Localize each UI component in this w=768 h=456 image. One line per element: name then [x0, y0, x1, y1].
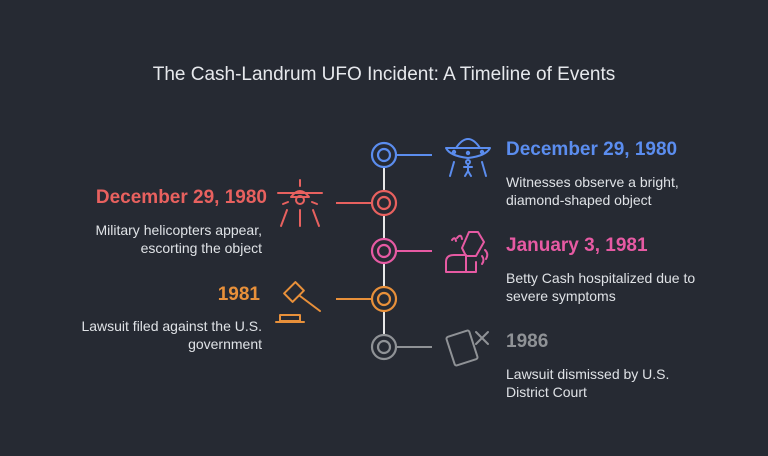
event-4-date: 1981 — [217, 284, 260, 305]
event-3-date: January 3, 1981 — [506, 235, 648, 256]
event-5-description: Lawsuit dismissed by U.S. District Court — [506, 366, 670, 400]
event-5-date: 1986 — [506, 331, 549, 352]
timeline-node-5 — [370, 333, 398, 361]
event-2-date: December 29, 1980 — [95, 187, 267, 208]
timeline-node-3 — [370, 237, 398, 265]
timeline-node-2 — [370, 189, 398, 217]
event-1-description: Witnesses observe a bright, diamond-shap… — [506, 174, 679, 208]
event-2-description: Military helicopters appear, escorting t… — [95, 222, 262, 256]
timeline-node-4 — [370, 285, 398, 313]
timeline-node-1 — [370, 141, 398, 169]
event-1-date: December 29, 1980 — [506, 139, 678, 160]
helicopter-icon — [277, 179, 323, 227]
dismissed-icon — [445, 329, 489, 367]
event-4-description: Lawsuit filed against the U.S. governmen… — [81, 318, 262, 352]
gavel-icon — [275, 281, 321, 323]
event-3-description: Betty Cash hospitalized due to severe sy… — [506, 270, 696, 304]
page-title: The Cash-Landrum UFO Incident: A Timelin… — [152, 64, 616, 85]
hospital-bed-icon — [445, 231, 489, 273]
ufo-icon — [445, 138, 491, 177]
